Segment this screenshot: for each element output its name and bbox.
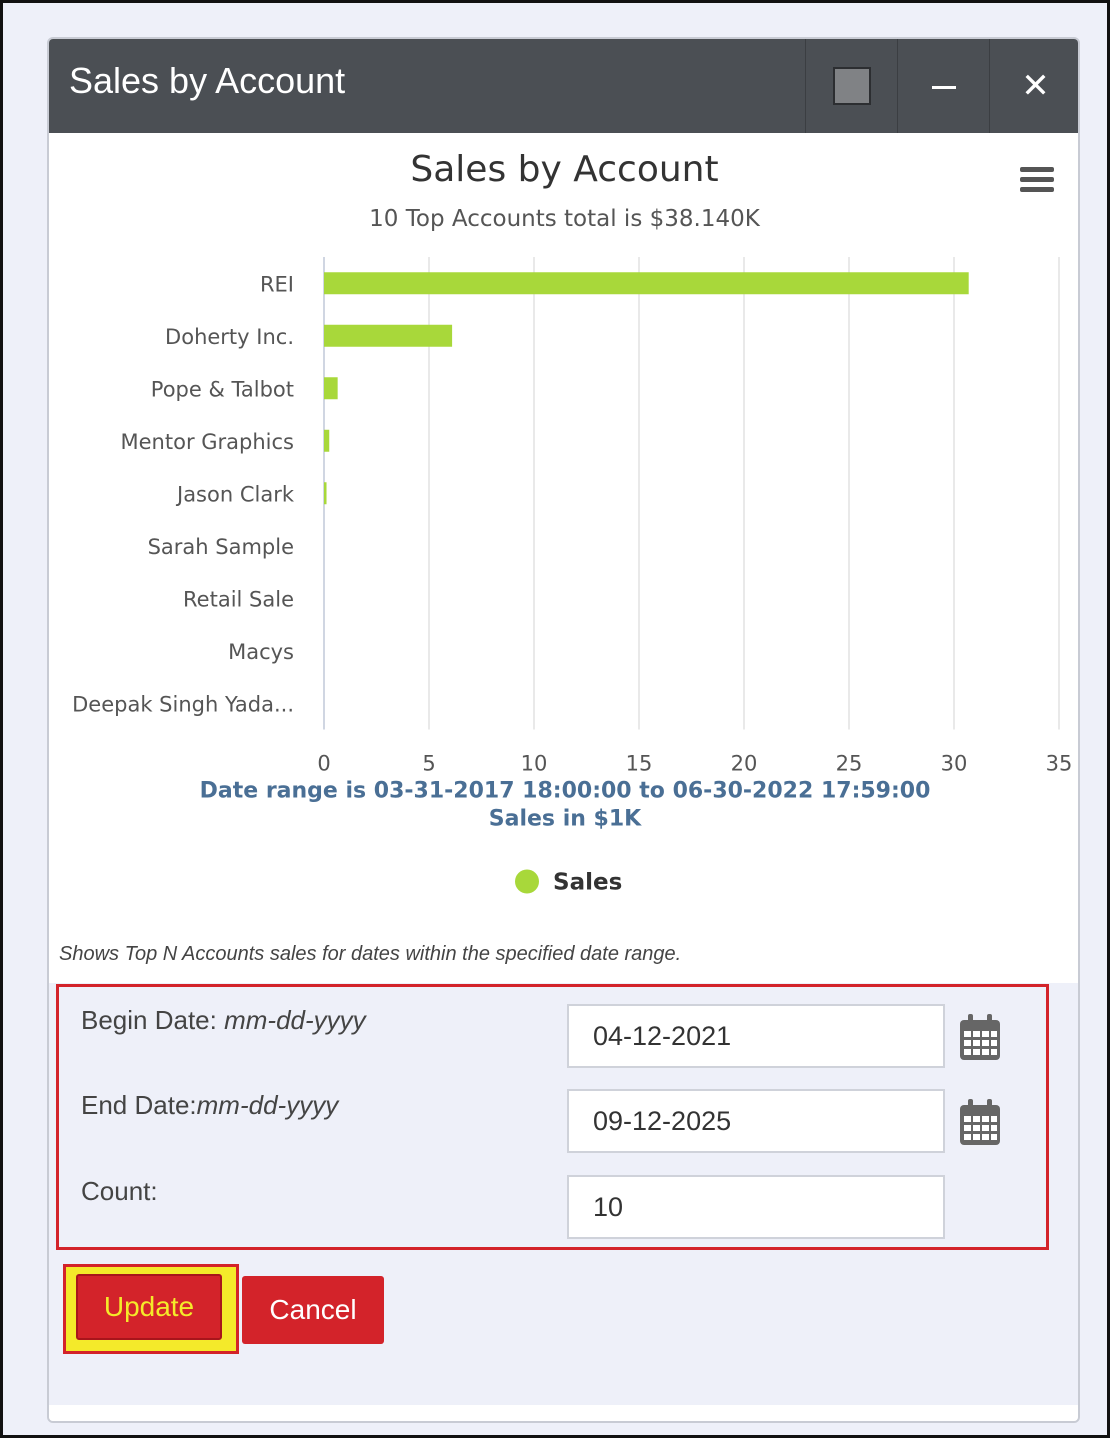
close-icon: ✕ [1021, 66, 1050, 106]
minimize-button[interactable] [897, 39, 989, 133]
chart-menu-icon[interactable] [1020, 167, 1054, 193]
category-label: Jason Clark [175, 482, 295, 506]
begin-date-label: Begin Date: mm-dd-yyyy [81, 1005, 366, 1036]
end-date-hint: mm-dd-yyyy [196, 1090, 339, 1120]
category-label: Doherty Inc. [165, 325, 294, 349]
x-axis-caption-units: Sales in $1K [489, 807, 642, 832]
x-tick-label: 25 [836, 752, 863, 776]
end-date-input[interactable]: 09-12-2025 [567, 1089, 945, 1153]
category-label: Sarah Sample [148, 535, 294, 559]
x-tick-label: 35 [1046, 752, 1073, 776]
end-date-label-text: End Date: [81, 1090, 197, 1120]
minimize-icon [931, 85, 956, 89]
x-tick-label: 10 [521, 752, 548, 776]
category-label: Mentor Graphics [121, 430, 294, 454]
x-axis-caption-date-range: Date range is 03-31-2017 18:00:00 to 06-… [200, 779, 931, 804]
restore-icon [832, 67, 871, 105]
update-button-highlight: Update [63, 1264, 239, 1354]
dialog-title: Sales by Account [69, 60, 346, 101]
sales-dialog: Sales by Account ✕ Sales by Account 10 T… [47, 37, 1080, 1423]
x-tick-label: 20 [731, 752, 758, 776]
category-label: Retail Sale [183, 587, 294, 611]
restore-button[interactable] [805, 39, 897, 133]
x-tick-label: 5 [422, 752, 435, 776]
category-label: Deepak Singh Yada... [72, 692, 294, 716]
count-input[interactable]: 10 [567, 1175, 945, 1239]
x-tick-label: 15 [626, 752, 653, 776]
begin-date-hint: mm-dd-yyyy [224, 1005, 366, 1035]
chart-description: Shows Top N Accounts sales for dates wit… [59, 943, 682, 965]
menu-line [1020, 187, 1054, 192]
legend-marker[interactable] [515, 869, 539, 894]
chart-area: Sales by Account 10 Top Accounts total i… [49, 133, 1078, 983]
legend-label[interactable]: Sales [553, 870, 622, 896]
close-button[interactable]: ✕ [989, 39, 1078, 133]
menu-line [1020, 167, 1054, 172]
end-date-label: End Date:mm-dd-yyyy [81, 1090, 338, 1121]
cancel-button[interactable]: Cancel [242, 1276, 384, 1344]
begin-date-label-text: Begin Date: [81, 1005, 217, 1035]
begin-date-calendar-icon[interactable] [959, 1013, 1001, 1061]
category-label: Macys [228, 640, 294, 664]
bar[interactable] [324, 272, 969, 295]
bar[interactable] [324, 324, 453, 347]
update-button[interactable]: Update [76, 1274, 222, 1340]
x-tick-label: 30 [941, 752, 968, 776]
date-range-form: Begin Date: mm-dd-yyyy 04-12-2021 End Da… [56, 984, 1049, 1250]
menu-line [1020, 177, 1054, 182]
chart-subtitle: 10 Top Accounts total is $38.140K [369, 206, 760, 232]
begin-date-input[interactable]: 04-12-2021 [567, 1004, 945, 1068]
x-tick-label: 0 [317, 752, 330, 776]
category-label: Pope & Talbot [151, 377, 294, 401]
dialog-footer-strip [49, 1405, 1078, 1421]
bar[interactable] [324, 482, 327, 505]
end-date-calendar-icon[interactable] [959, 1098, 1001, 1146]
count-label: Count: [81, 1176, 158, 1206]
category-label: REI [260, 272, 294, 296]
bar[interactable] [324, 429, 330, 452]
bar-chart: 0 5 10 15 20 25 30 35 REI Doherty Inc. Pope & Talb… [72, 257, 1073, 896]
bar[interactable] [324, 377, 338, 400]
dialog-titlebar[interactable]: Sales by Account ✕ [49, 39, 1078, 133]
chart-title: Sales by Account [410, 149, 719, 190]
